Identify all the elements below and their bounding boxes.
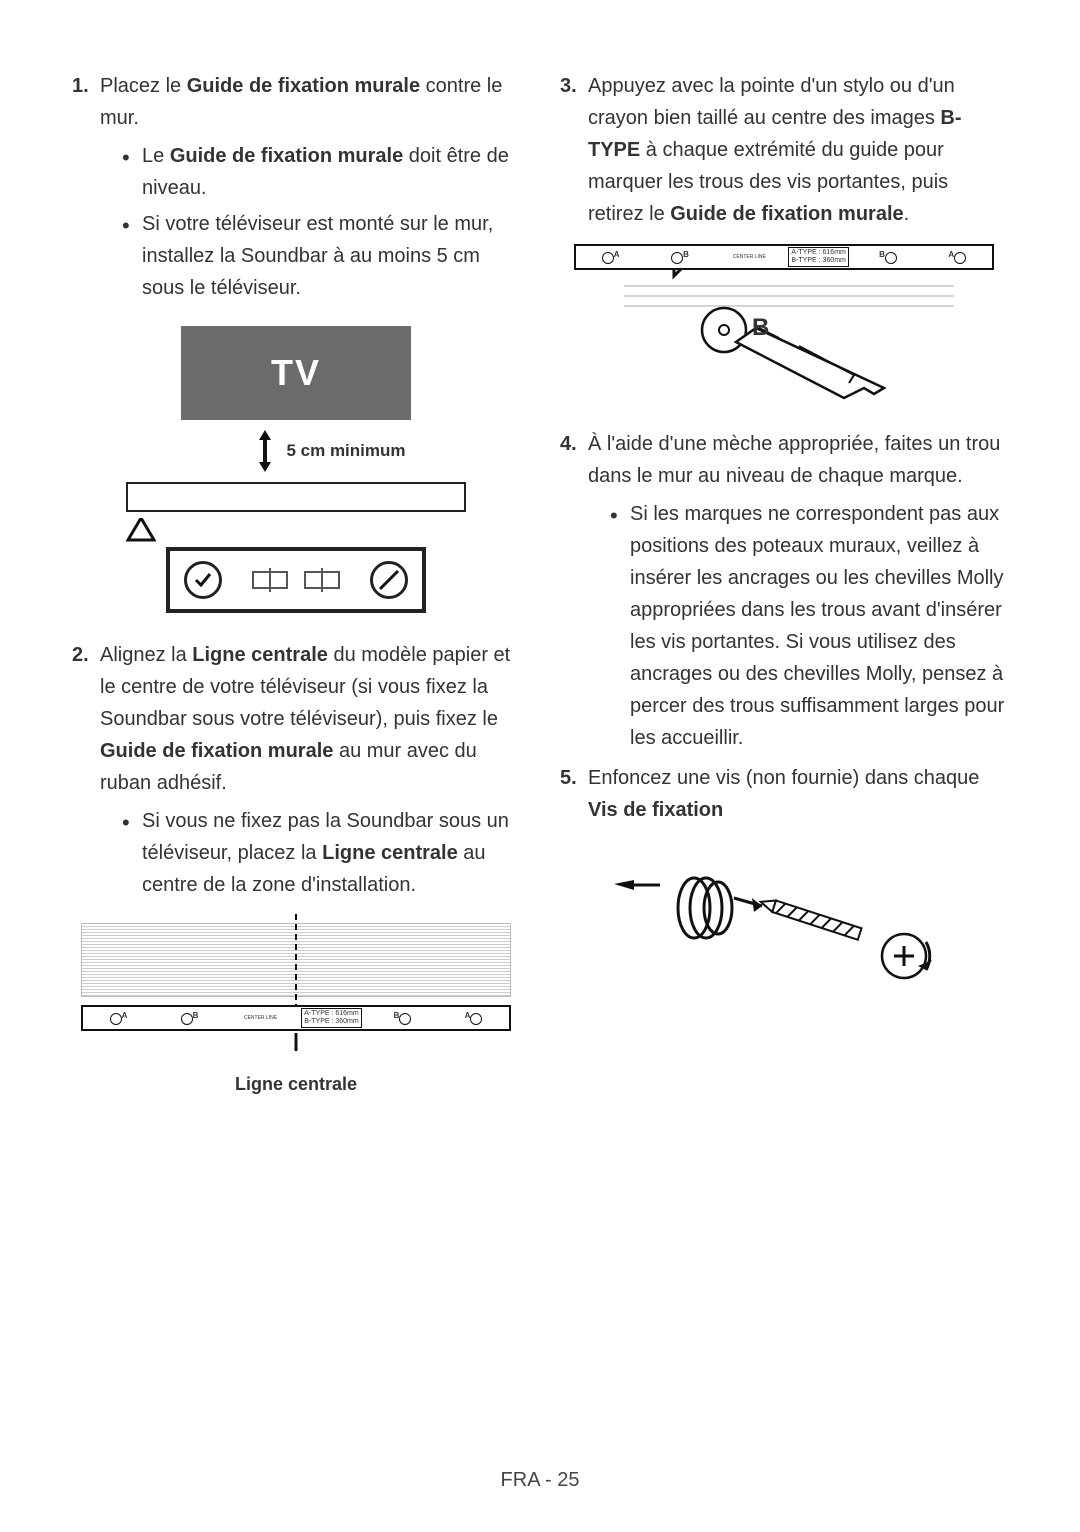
- step-number: 1.: [72, 70, 100, 308]
- prohibit-circle-icon: [370, 561, 408, 599]
- pen-b-label: B: [752, 314, 769, 342]
- bullet-list: Si les marques ne correspondent pas aux …: [588, 498, 1008, 754]
- step-1: 1. Placez le Guide de fixation murale co…: [72, 70, 520, 308]
- check-circle-icon: [184, 561, 222, 599]
- bracket-detail: [166, 547, 426, 613]
- slot-icon: [304, 571, 340, 589]
- bullet-list: Le Guide de fixation murale doit être de…: [100, 140, 520, 304]
- step-body: Alignez la Ligne centrale du modèle papi…: [100, 639, 520, 905]
- type-a-text: A-TYPE : 616mm: [791, 249, 845, 256]
- mark-a-right: A: [923, 250, 992, 265]
- text-bold: Ligne centrale: [192, 644, 328, 666]
- pen-mark-diagram: A B CENTER LINE A-TYPE : 616mmB-TYPE : 3…: [574, 244, 994, 408]
- tv-box: TV: [181, 326, 411, 420]
- text: Si les marques ne correspondent pas aux …: [630, 503, 1004, 749]
- step-body: À l'aide d'une mèche appropriée, faites …: [588, 428, 1008, 758]
- text: Alignez la: [100, 644, 192, 666]
- bullet-item: Le Guide de fixation murale doit être de…: [122, 140, 520, 204]
- bullet-item: Si les marques ne correspondent pas aux …: [610, 498, 1008, 754]
- pointer-triangle-icon: [126, 518, 156, 542]
- bullet-list: Si vous ne fixez pas la Soundbar sous un…: [100, 805, 520, 901]
- mark-b-left: B: [154, 1011, 225, 1026]
- text: À l'aide d'une mèche appropriée, faites …: [588, 433, 1000, 487]
- text-bold: Ligne centrale: [322, 842, 458, 864]
- text: Si votre téléviseur est monté sur le mur…: [142, 213, 493, 299]
- step-number: 2.: [72, 639, 100, 905]
- step-4: 4. À l'aide d'une mèche appropriée, fait…: [560, 428, 1008, 758]
- step-body: Placez le Guide de fixation murale contr…: [100, 70, 520, 308]
- text-bold: Guide de fixation murale: [100, 740, 333, 762]
- screw-anchor-diagram: [594, 846, 974, 996]
- step-5: 5. Enfoncez une vis (non fournie) dans c…: [560, 762, 1008, 826]
- wall-strip: [81, 923, 511, 997]
- step-body: Appuyez avec la pointe d'un stylo ou d'u…: [588, 70, 1008, 230]
- text: Placez le: [100, 75, 187, 97]
- step-2: 2. Alignez la Ligne centrale du modèle p…: [72, 639, 520, 905]
- step-number: 5.: [560, 762, 588, 826]
- step-3: 3. Appuyez avec la pointe d'un stylo ou …: [560, 70, 1008, 230]
- centre-line-diagram: A B CENTER LINE A-TYPE : 616mmB-TYPE : 3…: [81, 923, 511, 1095]
- text: Enfoncez une vis (non fournie) dans chaq…: [588, 767, 979, 789]
- step-number: 4.: [560, 428, 588, 758]
- pen-area: B: [574, 268, 994, 408]
- type-a-text: A-TYPE : 616mm: [304, 1010, 358, 1017]
- page-footer: FRA - 25: [0, 1469, 1080, 1492]
- type-label: A-TYPE : 616mmB-TYPE : 360mm: [296, 1008, 367, 1027]
- gap-label: 5 cm minimum: [286, 441, 405, 461]
- dashed-centre-line: [295, 914, 297, 1010]
- slot-icon: [252, 571, 288, 589]
- centre-caption: Ligne centrale: [81, 1074, 511, 1095]
- text-bold: Guide de fixation murale: [187, 75, 420, 97]
- mark-a-left: A: [576, 250, 645, 265]
- gap-row: 5 cm minimum: [126, 420, 466, 482]
- soundbar-outline: [126, 482, 466, 512]
- mark-a-right: A: [438, 1011, 509, 1026]
- bullet-item: Si votre téléviseur est monté sur le mur…: [122, 208, 520, 304]
- mark-b-right: B: [853, 250, 922, 265]
- text: .: [904, 203, 910, 225]
- bullet-item: Si vous ne fixez pas la Soundbar sous un…: [122, 805, 520, 901]
- center-text: CENTER LINE: [225, 1015, 296, 1021]
- type-label: A-TYPE : 616mmB-TYPE : 360mm: [784, 247, 853, 266]
- text: Le: [142, 145, 170, 167]
- text-bold: Vis de fixation: [588, 799, 723, 821]
- two-column-layout: 1. Placez le Guide de fixation murale co…: [72, 70, 1008, 1101]
- right-column: 3. Appuyez avec la pointe d'un stylo ou …: [560, 70, 1008, 1101]
- step-body: Enfoncez une vis (non fournie) dans chaq…: [588, 762, 1008, 826]
- center-text: CENTER LINE: [715, 254, 784, 260]
- left-column: 1. Placez le Guide de fixation murale co…: [72, 70, 520, 1101]
- type-b-text: B-TYPE : 360mm: [304, 1018, 358, 1025]
- text-bold: Guide de fixation murale: [170, 145, 403, 167]
- step-number: 3.: [560, 70, 588, 230]
- text-bold: Guide de fixation murale: [670, 203, 903, 225]
- guide-strip: A B CENTER LINE A-TYPE : 616mmB-TYPE : 3…: [81, 1005, 511, 1031]
- updown-arrow-icon: [256, 430, 274, 472]
- tick-mark-icon: [291, 1033, 301, 1051]
- mark-a-left: A: [83, 1011, 154, 1026]
- text: Appuyez avec la pointe d'un stylo ou d'u…: [588, 75, 955, 129]
- type-b-text: B-TYPE : 360mm: [791, 257, 845, 264]
- mark-b-left: B: [645, 250, 714, 265]
- pen-icon: [574, 268, 994, 408]
- screw-icon: [594, 846, 974, 996]
- mark-b-right: B: [367, 1011, 438, 1026]
- guide-strip: A B CENTER LINE A-TYPE : 616mmB-TYPE : 3…: [574, 244, 994, 270]
- tv-gap-diagram: TV 5 cm minimum: [126, 326, 466, 613]
